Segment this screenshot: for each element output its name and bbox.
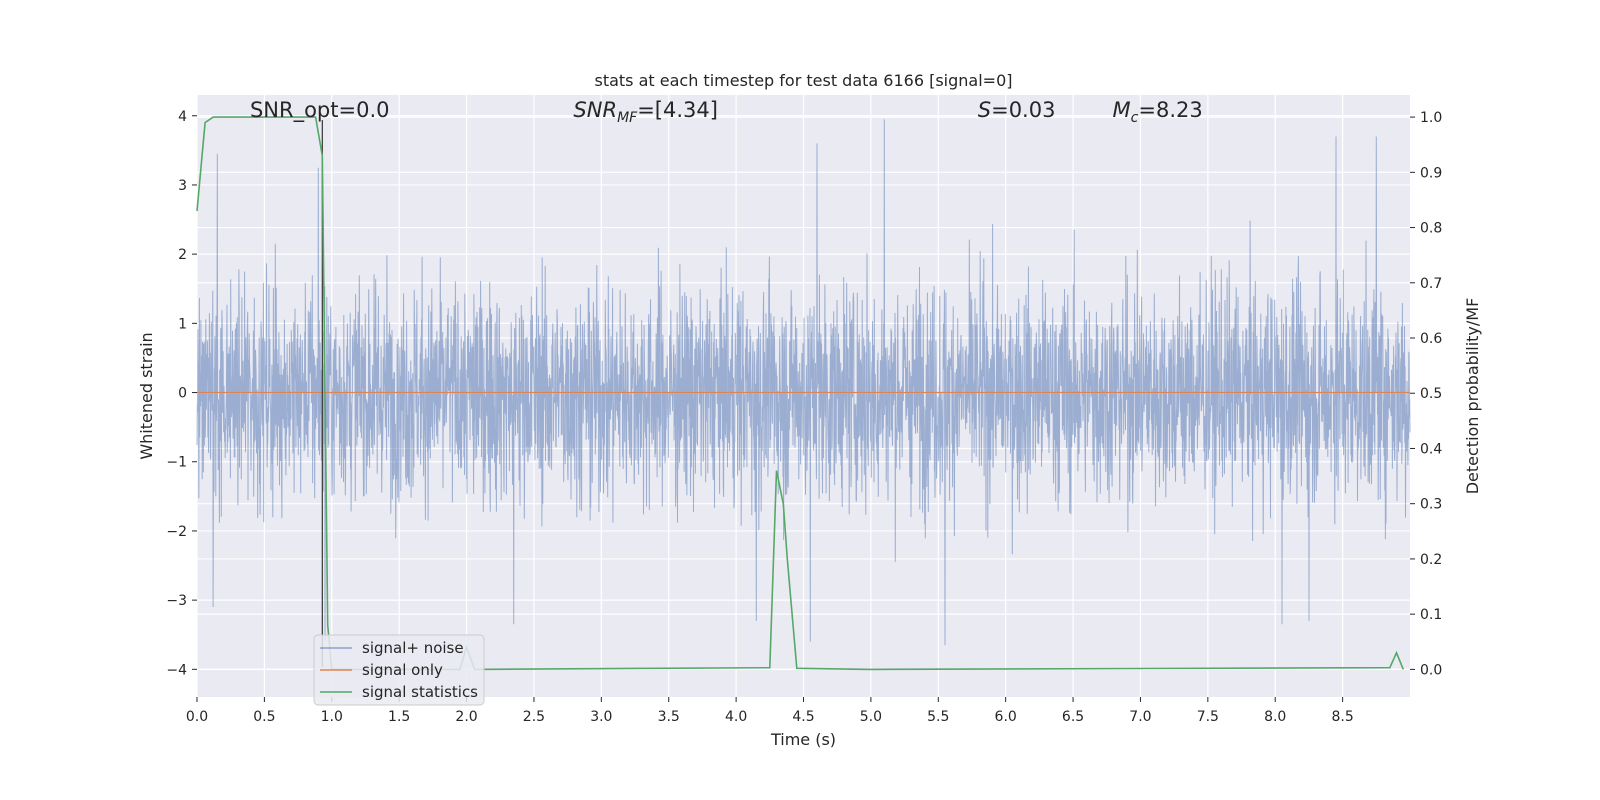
x-tick-label: 6.5 (1062, 709, 1084, 725)
y-right-tick-label: 0.8 (1420, 221, 1442, 237)
legend: signal+ noise signal only signal statistic… (313, 634, 485, 706)
x-tick-label: 1.5 (388, 709, 410, 725)
y-right-tick-label: 0.2 (1420, 552, 1442, 568)
y-tick-label: −3 (166, 593, 187, 609)
legend-label: signal statistics (362, 683, 478, 701)
annotation-1: SNRMF=[4.34] (573, 98, 718, 126)
y-right-tick-label: 0.3 (1420, 497, 1442, 513)
y-right-tick-label: 0.5 (1420, 386, 1442, 402)
y-tick-label: 0 (178, 386, 187, 402)
y-right-tick-label: 0.0 (1420, 662, 1442, 678)
x-tick-label: 1.0 (321, 709, 343, 725)
y-axis-right-label: Detection probability/MF (1463, 298, 1482, 495)
x-tick-label: 8.5 (1331, 709, 1353, 725)
y-right-tick-label: 0.6 (1420, 331, 1442, 347)
y-right-tick-label: 1.0 (1420, 110, 1442, 126)
signal-noise-series (196, 119, 1411, 646)
signal-noise-line (196, 119, 1411, 646)
y-right-tick-label: 0.9 (1420, 165, 1442, 181)
x-tick-label: 3.5 (658, 709, 680, 725)
x-tick-label: 2.5 (523, 709, 545, 725)
x-tick-label: 5.5 (927, 709, 949, 725)
annotation-2: S=0.03 (978, 98, 1056, 122)
legend-label: signal only (362, 661, 443, 679)
x-tick-label: 7.5 (1197, 709, 1219, 725)
y-tick-label: 3 (178, 178, 187, 194)
x-tick-label: 8.0 (1264, 709, 1286, 725)
axes: 0.0 0.5 1.0 1.5 2.0 2.5 3.0 3.5 4.0 4.5 5.0 5.5 6.0 6… (166, 109, 1442, 725)
x-tick-label: 3.0 (590, 709, 612, 725)
y-tick-label: 1 (178, 316, 187, 332)
annotation-3: Mc=8.23 (1113, 98, 1203, 126)
y-right-tick-label: 0.4 (1420, 441, 1442, 457)
legend-box (313, 634, 485, 706)
y-tick-label: 2 (178, 247, 187, 263)
y-tick-label: 4 (178, 109, 187, 125)
x-tick-label: 0.0 (186, 709, 208, 725)
y-right-tick-label: 0.7 (1420, 276, 1442, 292)
x-tick-label: 5.0 (860, 709, 882, 725)
x-tick-label: 4.5 (792, 709, 814, 725)
x-axis-label: Time (s) (770, 730, 836, 749)
annotation-0: SNR_opt=0.0 (250, 98, 390, 123)
legend-label: signal+ noise (362, 639, 464, 657)
y-tick-label: −4 (166, 662, 187, 678)
x-tick-label: 7.0 (1129, 709, 1151, 725)
x-tick-label: 6.0 (995, 709, 1017, 725)
x-tick-label: 0.5 (253, 709, 275, 725)
y-tick-label: −2 (166, 524, 187, 540)
y-right-tick-label: 0.1 (1420, 607, 1442, 623)
x-tick-label: 4.0 (725, 709, 747, 725)
annotations: SNR_opt=0.0 SNRMF=[4.34] S=0.03 Mc=8.23 (250, 98, 1203, 126)
chart-title: stats at each timestep for test data 616… (594, 71, 1012, 90)
y-axis-label: Whitened strain (137, 332, 156, 459)
x-tick-label: 2.0 (455, 709, 477, 725)
y-tick-label: −1 (166, 455, 187, 471)
